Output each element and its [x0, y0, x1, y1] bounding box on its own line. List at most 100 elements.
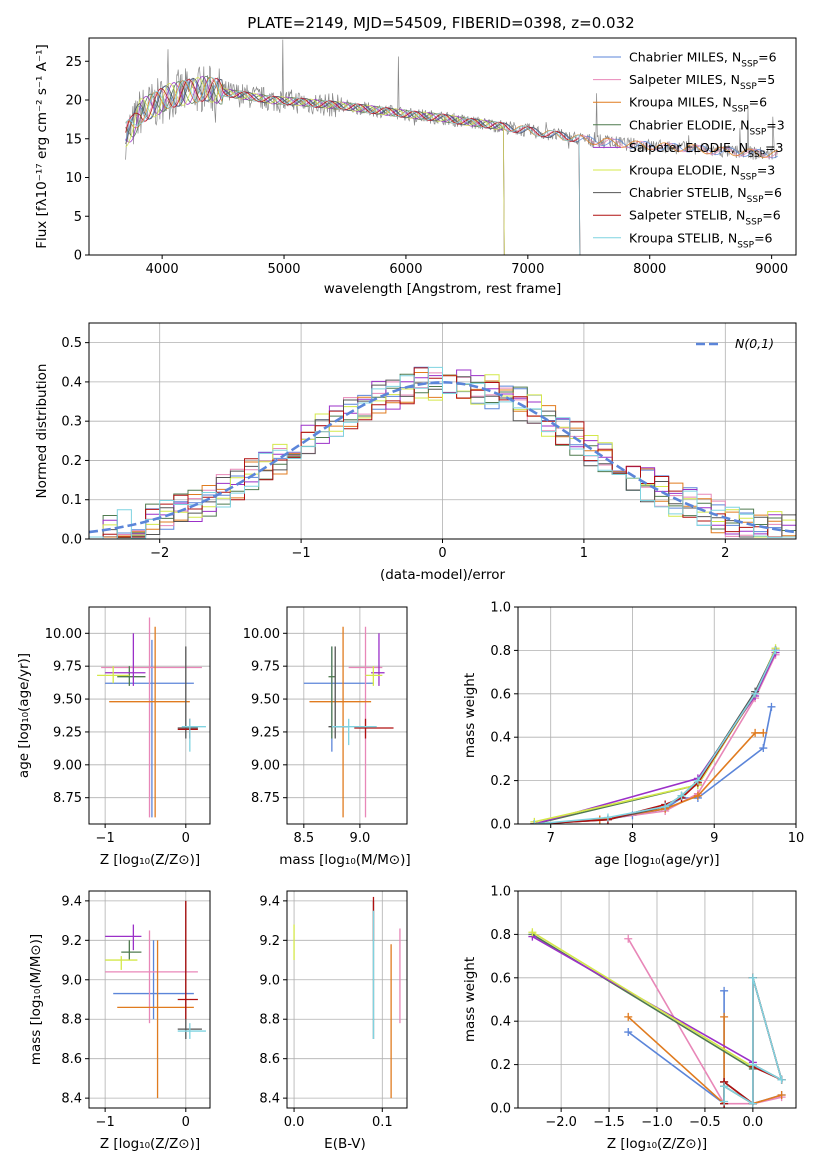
y-tick-label: 9.50 [251, 693, 280, 708]
y-tick-label: 0.4 [490, 1015, 511, 1030]
x-axis-label: (data-model)/error [380, 567, 506, 583]
y-axis-label: age [log₁₀(age/yr)] [16, 653, 32, 778]
point-kroupa-stelib [771, 646, 780, 655]
plot-area [303, 626, 394, 818]
y-tick-label: 10.00 [45, 627, 82, 642]
y-tick-label: 9.00 [251, 758, 280, 773]
y-axis-label: Normed distribution [34, 364, 50, 499]
x-tick-label: 0 [182, 831, 190, 846]
x-tick-label: −1.5 [593, 1115, 625, 1130]
point-chabrier-miles [624, 1028, 633, 1037]
series-kroupa-elodie [531, 931, 754, 1068]
model-spectrum-kroupa-stelib [125, 77, 581, 255]
x-axis-label: age [log₁₀(age/yr)] [594, 852, 719, 868]
x-tick-label: 2 [721, 546, 729, 561]
y-tick-label: 20 [65, 94, 82, 109]
plot-area [530, 644, 780, 824]
point-kroupa-miles [759, 728, 768, 737]
y-tick-label: 8.8 [61, 1013, 82, 1028]
x-tick-label: 9000 [755, 262, 788, 277]
x-tick-label: 0 [182, 1115, 190, 1130]
massweight-vs-metallicity-panel: −2.0 −1.5 −1.0 −0.5 0.0 0.0 0.2 0.4 0.6 0.8 1.0 Z [… [462, 885, 797, 1152]
y-tick-label: 0.2 [61, 454, 82, 469]
axes-frame [88, 606, 211, 825]
y-tick-label: 9.25 [53, 725, 82, 740]
y-tick-label: 8.75 [251, 791, 280, 806]
x-tick-label: −1 [292, 546, 311, 561]
normal-distribution-curve [89, 380, 796, 534]
plot-area [293, 896, 401, 1099]
point-kroupa-stelib [751, 689, 760, 698]
plot-area [125, 39, 778, 255]
x-tick-label: 1 [580, 546, 588, 561]
point-kroupa-stelib [777, 1075, 786, 1084]
point-kroupa-stelib [661, 802, 670, 811]
point-kroupa-miles [751, 728, 760, 737]
plot-area [105, 900, 206, 1099]
x-axis-label: Z [log₁₀(Z/Z⊙)] [100, 852, 200, 868]
y-tick-label: 8.4 [61, 1092, 82, 1107]
y-tick-label: 9.75 [53, 660, 82, 675]
x-axis-label: Z [log₁₀(Z/Z⊙)] [607, 1136, 707, 1152]
x-axis-label: wavelength [Angstrom, rest frame] [324, 281, 562, 297]
plot-area [89, 366, 796, 539]
point-salpeter-miles [624, 934, 633, 943]
y-tick-label: 0.5 [61, 336, 82, 351]
y-tick-label: 10.00 [243, 627, 280, 642]
x-tick-label: 9.0 [350, 831, 371, 846]
axes-frame [88, 322, 797, 540]
x-tick-label: 7000 [511, 262, 544, 277]
point-chabrier-miles [759, 744, 768, 753]
point-kroupa-stelib [748, 1060, 757, 1069]
y-tick-label: 9.4 [61, 894, 82, 909]
point-kroupa-miles [720, 1012, 729, 1021]
x-tick-label: 0 [438, 546, 446, 561]
x-tick-label: 6000 [389, 262, 422, 277]
x-axis-label: mass [log₁₀(M/M⊙)] [279, 852, 410, 868]
point-chabrier-miles [767, 702, 776, 711]
y-tick-label: 15 [65, 132, 82, 147]
x-axis-label: Z [log₁₀(Z/Z⊙)] [100, 1136, 200, 1152]
age-vs-mass-panel: 8.5 9.0 8.75 9.00 9.25 9.50 9.75 10.00 mass [log… [243, 606, 411, 868]
x-tick-label: −1 [96, 831, 115, 846]
x-tick-label: −1 [96, 1115, 115, 1130]
y-tick-label: 0.2 [490, 1058, 511, 1073]
y-tick-label: 0.3 [61, 415, 82, 430]
x-tick-label: −2 [150, 546, 169, 561]
model-spectrum-salpeter-stelib [125, 78, 581, 255]
y-tick-label: 9.2 [61, 934, 82, 949]
point-kroupa-miles [693, 791, 702, 800]
x-axis-label: E(B-V) [324, 1136, 366, 1152]
y-tick-label: 10 [65, 171, 82, 186]
y-tick-label: 8.75 [53, 791, 82, 806]
x-tick-label: 0.0 [284, 1115, 305, 1130]
massweight-vs-age-panel: 7 8 9 10 0.0 0.2 0.4 0.6 0.8 1.0 age [log₁₀(age/yr… [462, 601, 804, 869]
x-tick-label: 0.0 [743, 1115, 764, 1130]
y-axis-label: mass [log₁₀(M/M⊙)] [28, 934, 44, 1065]
age-vs-metallicity-panel: −1 0 8.75 9.00 9.25 9.50 9.75 10.00 Z [log₁₀(Z/Z… [16, 606, 211, 868]
axes-frame [88, 37, 797, 256]
legend-label-chabrier-elodie: Chabrier ELODIE, NSSP=3 [629, 117, 785, 137]
x-tick-label: −1.0 [641, 1115, 673, 1130]
legend-label-chabrier-stelib: Chabrier STELIB, NSSP=6 [629, 185, 782, 205]
axes-frame [517, 606, 797, 825]
x-tick-label: 5000 [267, 262, 300, 277]
mass-vs-metallicity-panel: −1 0 8.4 8.6 8.8 9.0 9.2 9.4 Z [log₁₀(Z/Z⊙)] mass… [28, 890, 211, 1152]
x-tick-label: 8000 [633, 262, 666, 277]
point-kroupa-stelib [693, 776, 702, 785]
y-axis-label: mass weight [462, 957, 478, 1042]
point-kroupa-elodie [528, 928, 537, 937]
y-tick-label: 0.0 [490, 1102, 511, 1117]
x-tick-label: −0.5 [689, 1115, 721, 1130]
legend-label-salpeter-elodie: Salpeter ELODIE, NSSP=3 [629, 140, 783, 160]
y-tick-label: 8.6 [61, 1052, 82, 1067]
y-tick-label: 0.1 [61, 493, 82, 508]
y-tick-label: 0.4 [490, 731, 511, 746]
y-tick-label: 1.0 [490, 885, 511, 900]
y-tick-label: 9.25 [251, 725, 280, 740]
axes-frame [88, 890, 211, 1109]
point-kroupa-stelib [677, 791, 686, 800]
y-tick-label: 0.6 [490, 687, 511, 702]
